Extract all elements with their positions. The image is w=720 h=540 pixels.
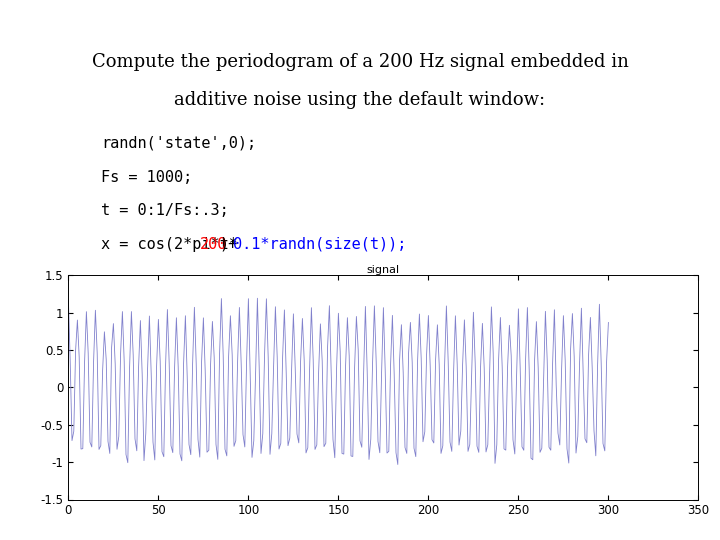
Text: 200: 200 [200,237,228,252]
Text: Compute the periodogram of a 200 Hz signal embedded in: Compute the periodogram of a 200 Hz sign… [91,53,629,71]
Text: 0.1*randn(size(t));: 0.1*randn(size(t)); [233,237,406,252]
Text: randn('state',0);: randn('state',0); [101,136,256,151]
Text: Fs = 1000;: Fs = 1000; [101,170,192,185]
Text: )+: )+ [220,237,238,252]
Title: signal: signal [366,265,400,275]
Text: x = cos(2*pi*t*: x = cos(2*pi*t* [101,237,238,252]
Text: additive noise using the default window:: additive noise using the default window: [174,91,546,109]
Text: t = 0:1/Fs:.3;: t = 0:1/Fs:.3; [101,203,228,218]
